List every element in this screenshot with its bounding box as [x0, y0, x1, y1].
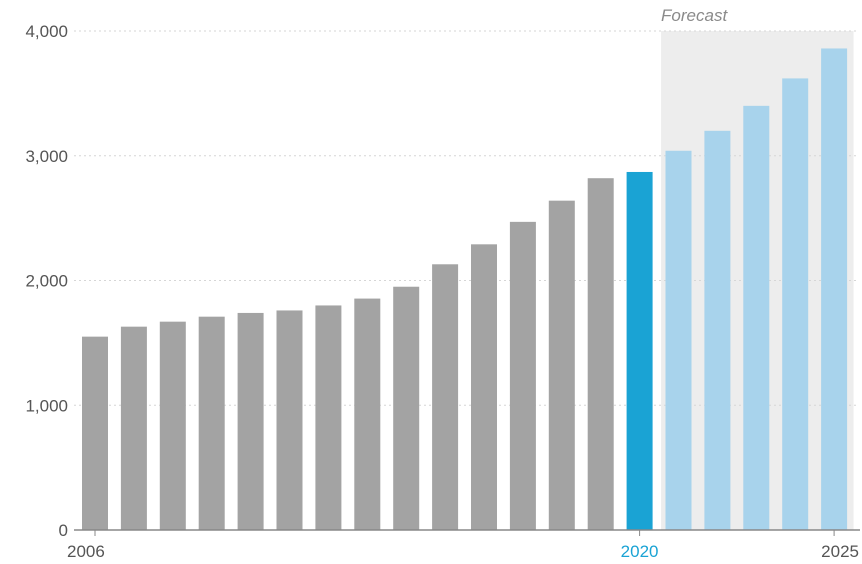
y-tick-label: 0 [59, 521, 68, 540]
y-tick-label: 2,000 [25, 272, 68, 291]
y-tick-label: 3,000 [25, 147, 68, 166]
bar-2021 [665, 150, 692, 530]
bar-2024 [782, 78, 809, 530]
x-tick-label-2025: 2025 [821, 542, 859, 561]
bar-2019 [587, 178, 614, 530]
bars [82, 48, 848, 531]
y-tick-label: 1,000 [25, 396, 68, 415]
x-tick-label-2006: 2006 [67, 542, 105, 561]
bar-2013 [354, 298, 381, 530]
forecast-label: Forecast [661, 6, 728, 25]
bar-2012 [315, 305, 342, 530]
bar-2014 [393, 286, 420, 530]
y-tick-label: 4,000 [25, 22, 68, 41]
bar-2025 [821, 48, 848, 531]
x-tick-label-2020: 2020 [621, 542, 659, 561]
bar-2008 [159, 321, 186, 530]
bar-2023 [743, 105, 770, 530]
bar-2006 [82, 336, 108, 530]
bar-2016 [471, 244, 497, 530]
axes: 0 1,000 2,000 3,000 4,000 2006 2020 2025 [25, 22, 860, 561]
bar-2009 [198, 316, 225, 530]
bar-2011 [276, 310, 303, 530]
bar-2018 [548, 200, 575, 530]
bar-2007 [120, 326, 147, 530]
bar-2022 [704, 130, 731, 531]
bar-2015 [432, 264, 459, 530]
bar-2020 [626, 171, 653, 530]
bar-2017 [509, 221, 536, 530]
bar-2010 [237, 312, 264, 530]
